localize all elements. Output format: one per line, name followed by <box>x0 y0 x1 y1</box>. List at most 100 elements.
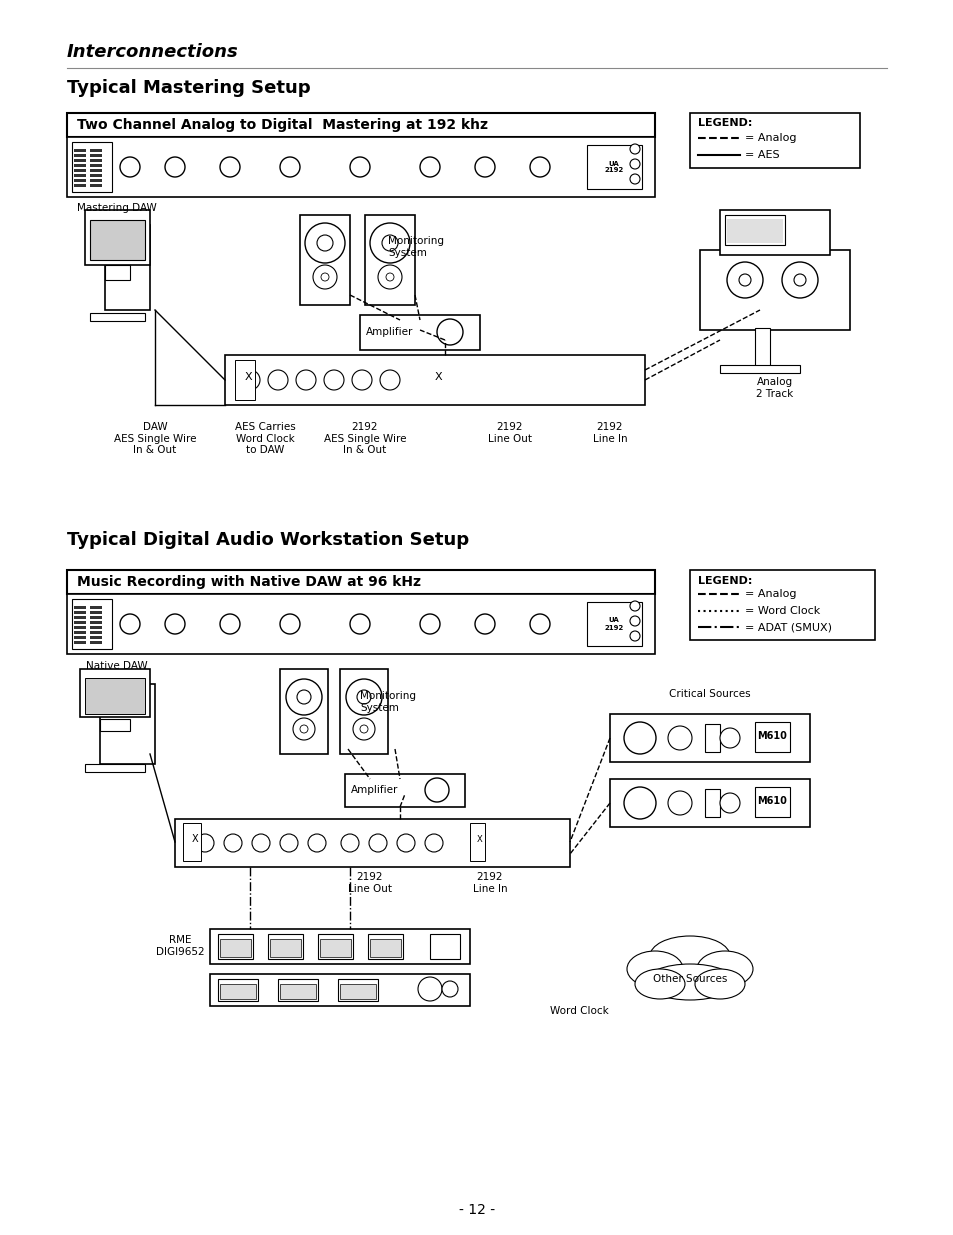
Bar <box>345 774 464 806</box>
Text: = ADAT (SMUX): = ADAT (SMUX) <box>744 622 831 632</box>
Bar <box>90 636 102 638</box>
Bar <box>724 215 784 245</box>
Bar <box>90 179 102 182</box>
Bar <box>689 112 859 168</box>
Circle shape <box>280 614 299 634</box>
Bar <box>67 571 655 594</box>
Circle shape <box>286 679 322 715</box>
Bar <box>754 329 769 368</box>
Circle shape <box>120 614 140 634</box>
Bar <box>90 174 102 177</box>
Bar <box>90 149 102 152</box>
Bar <box>280 669 328 755</box>
Text: 2192
AES Single Wire
In & Out: 2192 AES Single Wire In & Out <box>323 422 406 456</box>
Bar <box>90 606 102 609</box>
Circle shape <box>530 157 550 177</box>
Circle shape <box>377 266 401 289</box>
Text: M610: M610 <box>757 797 786 806</box>
Bar <box>74 616 86 619</box>
Circle shape <box>436 319 462 345</box>
Bar <box>71 599 112 650</box>
Circle shape <box>252 834 270 852</box>
Circle shape <box>352 370 372 390</box>
Bar <box>74 149 86 152</box>
Bar <box>90 631 102 634</box>
Bar <box>74 169 86 172</box>
Bar <box>319 939 351 957</box>
Bar <box>339 669 388 755</box>
Ellipse shape <box>635 969 684 999</box>
Circle shape <box>369 834 387 852</box>
Bar <box>339 984 375 999</box>
Bar <box>74 631 86 634</box>
Bar <box>71 142 112 191</box>
Ellipse shape <box>697 951 752 987</box>
Bar <box>74 179 86 182</box>
Circle shape <box>381 235 397 251</box>
Bar <box>74 626 86 629</box>
Bar <box>430 934 459 960</box>
Text: 2192
Line In: 2192 Line In <box>592 422 627 443</box>
Bar <box>74 164 86 167</box>
Text: Critical Sources: Critical Sources <box>668 689 750 699</box>
Circle shape <box>308 834 326 852</box>
Ellipse shape <box>644 965 734 1000</box>
Text: X: X <box>435 372 442 382</box>
Circle shape <box>296 690 311 704</box>
Bar <box>174 819 569 867</box>
Text: Other Sources: Other Sources <box>652 974 726 984</box>
Circle shape <box>667 790 691 815</box>
Bar <box>90 220 145 261</box>
Ellipse shape <box>695 969 744 999</box>
Text: - 12 -: - 12 - <box>458 1203 495 1216</box>
Text: LEGEND:: LEGEND: <box>698 576 752 585</box>
Circle shape <box>441 981 457 997</box>
Bar <box>704 789 720 818</box>
Bar <box>74 621 86 624</box>
Bar <box>67 137 655 198</box>
Circle shape <box>386 273 394 282</box>
Circle shape <box>313 266 336 289</box>
Text: 2192
Line Out: 2192 Line Out <box>348 872 392 894</box>
Circle shape <box>120 157 140 177</box>
Circle shape <box>475 614 495 634</box>
Bar <box>317 934 353 960</box>
Circle shape <box>667 726 691 750</box>
Circle shape <box>293 718 314 740</box>
Circle shape <box>324 370 344 390</box>
Circle shape <box>530 614 550 634</box>
Circle shape <box>165 614 185 634</box>
Text: UA
2192: UA 2192 <box>604 618 623 631</box>
Bar <box>368 934 402 960</box>
Circle shape <box>165 157 185 177</box>
Bar <box>704 724 720 752</box>
Circle shape <box>424 834 442 852</box>
Bar <box>90 641 102 643</box>
Bar <box>74 636 86 638</box>
Bar <box>74 159 86 162</box>
Circle shape <box>346 679 381 715</box>
Bar <box>268 934 303 960</box>
Bar <box>90 312 145 321</box>
Text: Amplifier: Amplifier <box>366 327 414 337</box>
Bar <box>720 366 800 373</box>
Bar <box>100 719 130 731</box>
Circle shape <box>629 144 639 154</box>
Circle shape <box>419 157 439 177</box>
Bar <box>105 266 130 280</box>
Bar <box>365 215 415 305</box>
Bar <box>90 164 102 167</box>
Bar <box>586 144 641 189</box>
Circle shape <box>320 273 329 282</box>
Circle shape <box>417 977 441 1002</box>
Circle shape <box>793 274 805 287</box>
Text: 2192
Line In: 2192 Line In <box>472 872 507 894</box>
Bar <box>74 641 86 643</box>
Bar <box>370 939 400 957</box>
Bar <box>74 611 86 614</box>
Bar <box>90 169 102 172</box>
Bar <box>218 979 257 1002</box>
Circle shape <box>739 274 750 287</box>
Circle shape <box>240 370 260 390</box>
Circle shape <box>268 370 288 390</box>
